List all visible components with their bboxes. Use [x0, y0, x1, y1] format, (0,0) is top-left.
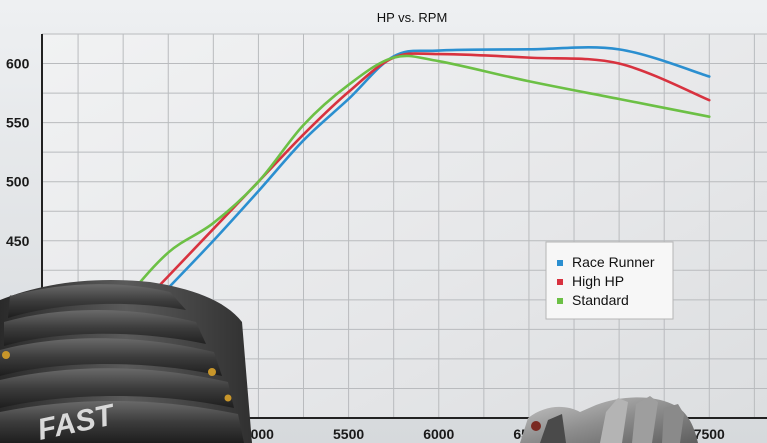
y-tick-label: 500 [6, 174, 30, 190]
x-tick-label: 6000 [423, 426, 454, 442]
legend-label: Standard [572, 292, 629, 308]
series-line-high-hp [76, 52, 711, 375]
x-tick-label: 7500 [694, 426, 725, 442]
throttle-body-image-right [520, 396, 698, 443]
x-tick-label: 5500 [333, 426, 364, 442]
legend-label: Race Runner [572, 254, 655, 270]
legend-swatch [557, 298, 563, 304]
legend-box [545, 241, 674, 320]
legend: Race Runner High HP Standard [545, 241, 674, 320]
intake-manifold-image-left: FAST [0, 280, 252, 443]
chart-title: HP vs. RPM [377, 10, 448, 25]
legend-swatch [557, 260, 563, 266]
series-line-standard [76, 54, 711, 361]
y-tick-label: 600 [6, 56, 30, 72]
y-tick-label: 550 [6, 115, 30, 131]
legend-label: High HP [572, 273, 624, 289]
y-tick-label: 450 [6, 233, 30, 249]
grid-lines [41, 33, 767, 419]
legend-swatch [557, 279, 563, 285]
